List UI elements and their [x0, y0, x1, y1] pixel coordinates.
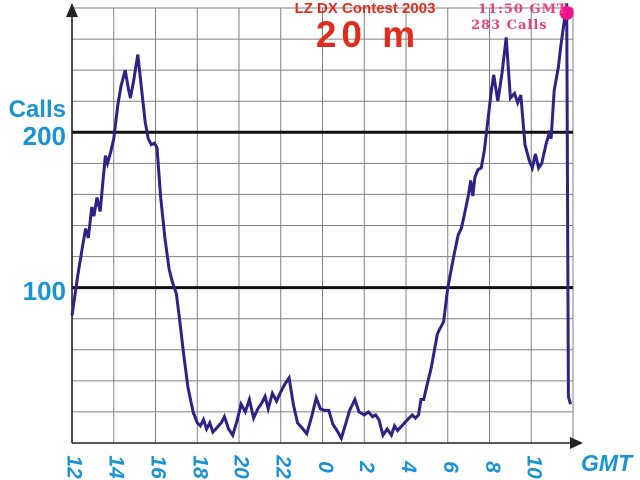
- x-tick-text: 0: [313, 461, 337, 473]
- x-tick-text: 20: [229, 455, 253, 479]
- x-tick-10: 10: [516, 449, 550, 480]
- calls-rate-line: [70, 3, 572, 443]
- peak-calls-annotation: 283 Calls: [471, 18, 548, 33]
- x-tick-12: 12: [57, 449, 91, 480]
- x-tick-text: 8: [480, 461, 504, 473]
- x-tick-text: 4: [397, 461, 420, 473]
- peak-marker-dot: [559, 6, 574, 20]
- x-tick-22: 22: [266, 449, 300, 480]
- x-tick-text: 2: [355, 461, 379, 473]
- x-axis-arrow-icon: [570, 437, 583, 449]
- x-tick-0: 0: [308, 449, 342, 480]
- x-tick-6: 6: [433, 449, 467, 480]
- x-tick-text: 12: [62, 455, 86, 479]
- x-tick-text: 18: [188, 455, 212, 479]
- x-tick-8: 8: [475, 449, 509, 480]
- x-tick-16: 16: [141, 449, 175, 480]
- peak-time-annotation: 11:50 GMT: [478, 2, 568, 17]
- x-tick-text: 6: [438, 461, 462, 473]
- x-tick-text: 16: [146, 455, 170, 479]
- y-tick-200: 200: [22, 121, 66, 151]
- y-axis-label: Calls: [8, 96, 66, 123]
- band-label: 20 m: [315, 14, 421, 55]
- x-tick-4: 4: [391, 449, 425, 480]
- x-tick-text: 22: [271, 455, 295, 479]
- y-tick-100: 100: [22, 276, 66, 306]
- x-tick-20: 20: [224, 449, 258, 480]
- x-tick-18: 18: [182, 449, 216, 480]
- x-axis-label: GMT: [581, 450, 633, 476]
- x-tick-text: 14: [104, 455, 128, 479]
- x-tick-text: 10: [522, 455, 546, 479]
- y-axis-arrow-icon: [66, 3, 78, 17]
- x-tick-2: 2: [349, 449, 383, 480]
- chart-title: LZ DX Contest 2003: [294, 0, 436, 17]
- x-tick-14: 14: [99, 449, 133, 480]
